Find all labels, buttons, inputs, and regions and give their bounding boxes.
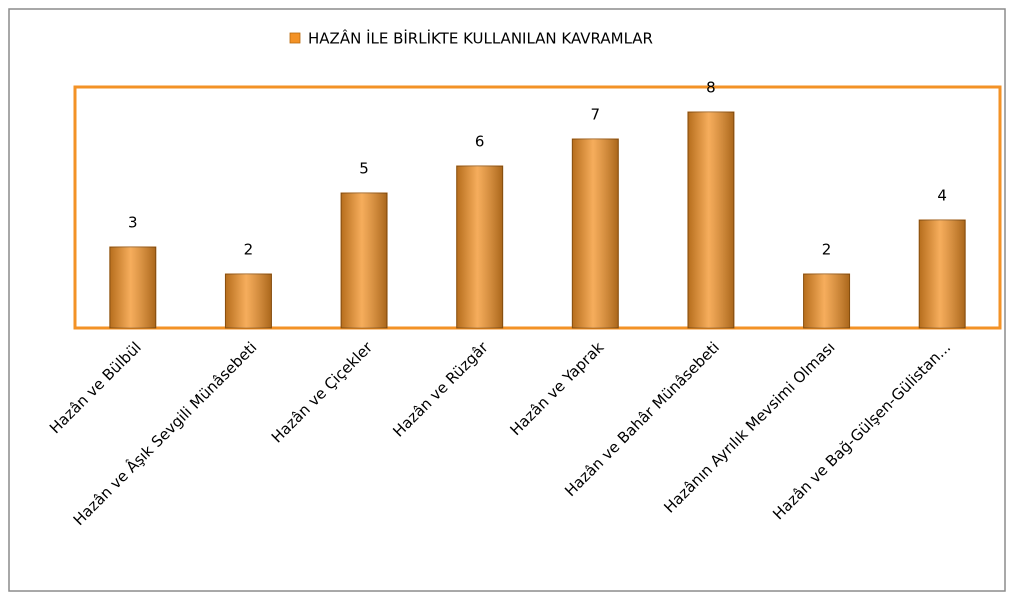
plot-border bbox=[73, 85, 1002, 330]
bar bbox=[571, 138, 619, 329]
legend-swatch bbox=[289, 32, 301, 44]
value-label: 2 bbox=[822, 241, 832, 259]
value-label: 3 bbox=[128, 214, 138, 232]
value-label: 2 bbox=[244, 241, 254, 259]
bar bbox=[456, 165, 504, 329]
value-label: 4 bbox=[937, 187, 947, 205]
bar bbox=[224, 273, 272, 329]
bar bbox=[109, 246, 157, 329]
value-label: 6 bbox=[475, 133, 485, 151]
value-label: 8 bbox=[706, 79, 716, 97]
value-label: 7 bbox=[591, 106, 601, 124]
chart-border bbox=[8, 8, 1006, 592]
value-label: 5 bbox=[359, 160, 369, 178]
bar bbox=[687, 111, 735, 329]
bar bbox=[340, 192, 388, 329]
bar bbox=[918, 219, 966, 329]
legend-label: HAZÂN İLE BİRLİKTE KULLANILAN KAVRAMLAR bbox=[308, 29, 653, 48]
bar bbox=[803, 273, 851, 329]
